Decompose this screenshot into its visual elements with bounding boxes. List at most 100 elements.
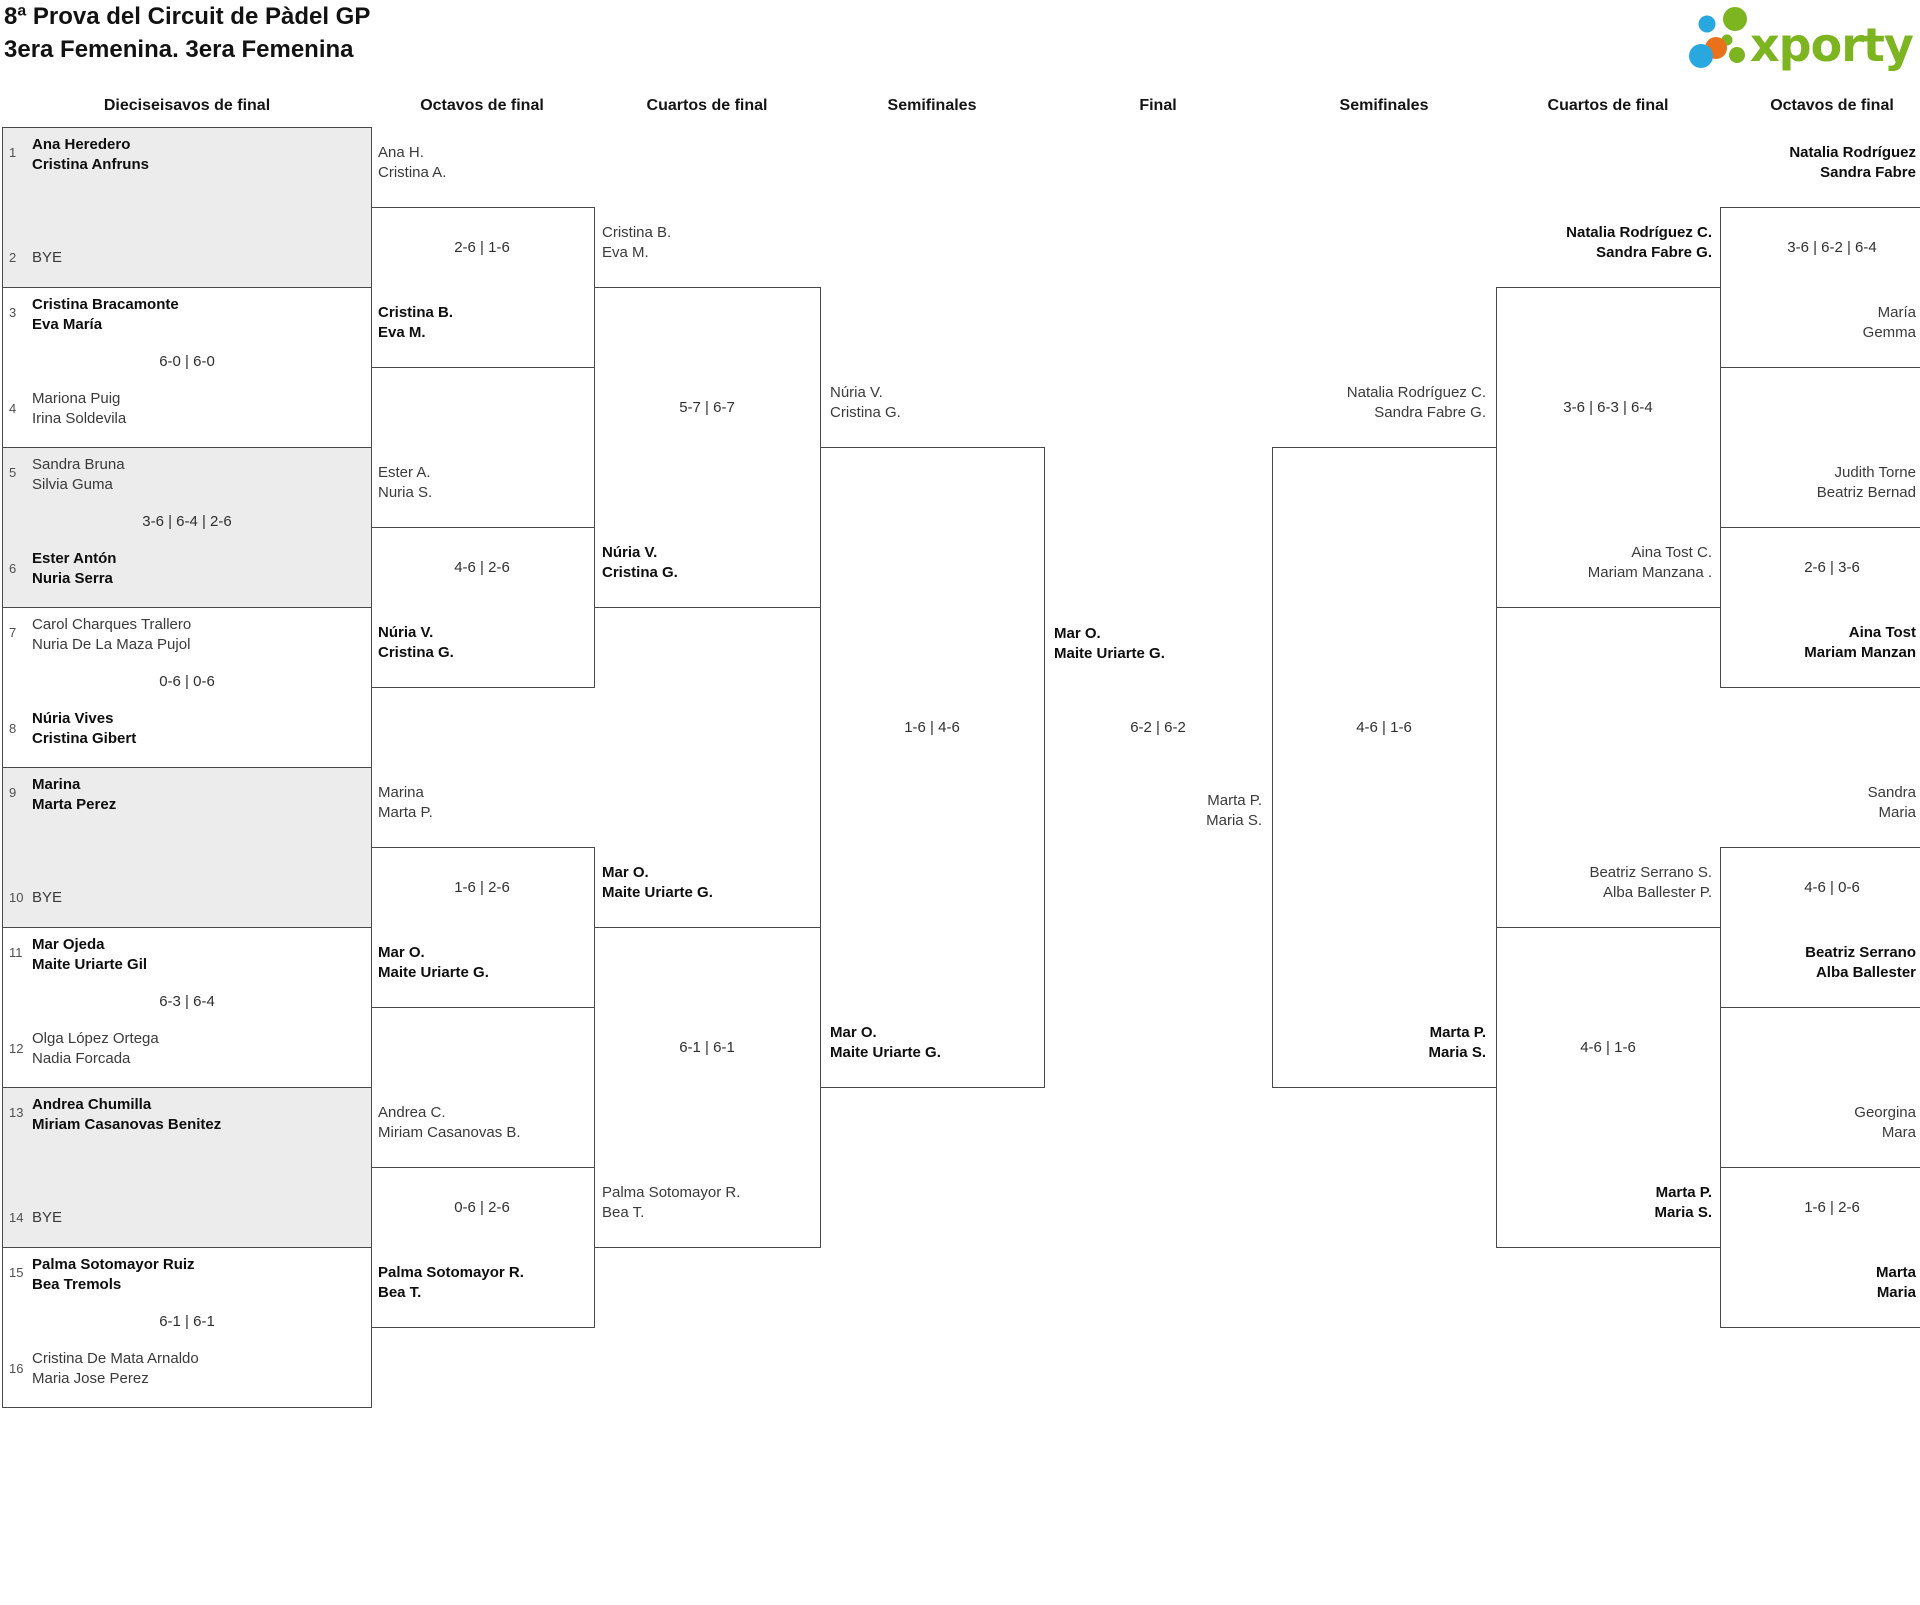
team-label: Aina Tost C. Mariam Manzana . bbox=[1587, 544, 1712, 581]
winner-label: Natalia Rodríguez Sandra Fabre bbox=[1789, 144, 1916, 181]
match-score: 2-6 | 1-6 bbox=[454, 239, 510, 256]
seed-number: 11 bbox=[9, 945, 23, 960]
match-score: 4-6 | 1-6 bbox=[1580, 1039, 1636, 1056]
match-score: 1-6 | 2-6 bbox=[454, 879, 510, 896]
winner-label: Mar O. Maite Uriarte G. bbox=[378, 944, 489, 981]
team-label: Cristina B. Eva M. bbox=[602, 224, 672, 261]
team-label: BYE bbox=[32, 249, 63, 266]
team-label: Marina Marta Perez bbox=[32, 776, 117, 813]
winner-label: Núria V. Cristina G. bbox=[602, 544, 678, 581]
winner-label: Natalia Rodríguez C. Sandra Fabre G. bbox=[1566, 224, 1712, 261]
r16-match-box[interactable] bbox=[2, 447, 372, 608]
match-score: 6-3 | 6-4 bbox=[159, 993, 215, 1010]
winner-label: Beatriz Serrano Alba Ballester bbox=[1805, 944, 1916, 981]
r8-match-box[interactable] bbox=[371, 1167, 595, 1328]
team-label: Andrea C. Miriam Casanovas B. bbox=[378, 1104, 521, 1141]
r8-match-box[interactable] bbox=[1720, 847, 1920, 1008]
team-label: Olga López Ortega Nadia Forcada bbox=[32, 1030, 159, 1067]
team-label: Palma Sotomayor Ruiz Bea Tremols bbox=[32, 1256, 195, 1293]
round-header-octavos-right: Octavos de final bbox=[1770, 97, 1894, 114]
seed-number: 10 bbox=[9, 890, 24, 905]
page-title: 8ª Prova del Circuit de Pàdel GP bbox=[4, 3, 371, 30]
round-header-semifinales-right: Semifinales bbox=[1339, 97, 1429, 114]
seed-number: 7 bbox=[9, 625, 17, 640]
winner-label: Ester Antón Nuria Serra bbox=[32, 550, 117, 587]
seed-number: 1 bbox=[9, 145, 17, 160]
round-header-cuartos-right: Cuartos de final bbox=[1547, 97, 1669, 114]
team-label: Ana Heredero Cristina Anfruns bbox=[32, 136, 149, 173]
sf-match-box[interactable] bbox=[1272, 447, 1497, 1088]
team-label: Núria V. Cristina G. bbox=[830, 384, 901, 421]
match-score: 6-2 | 6-2 bbox=[1130, 719, 1186, 736]
winner-label: Marta P. Maria S. bbox=[1654, 1184, 1712, 1221]
team-label: Palma Sotomayor R. Bea T. bbox=[602, 1184, 741, 1221]
team-label: María Gemma bbox=[1862, 304, 1916, 341]
winner-label: Mar O. Maite Uriarte G. bbox=[602, 864, 713, 901]
r16-match-box[interactable] bbox=[2, 1087, 372, 1248]
match-score: 6-1 | 6-1 bbox=[679, 1039, 735, 1056]
team-label: BYE bbox=[32, 1209, 63, 1226]
winner-label: Mar O. Maite Uriarte G. bbox=[830, 1024, 941, 1061]
team-label: BYE bbox=[32, 889, 63, 906]
logo-dot-icon bbox=[1698, 15, 1716, 33]
sf-match-box[interactable] bbox=[820, 447, 1045, 1088]
match-score: 1-6 | 2-6 bbox=[1804, 1199, 1860, 1216]
team-label: Beatriz Serrano S. Alba Ballester P. bbox=[1589, 864, 1712, 901]
match-score: 6-0 | 6-0 bbox=[159, 353, 215, 370]
team-label: Andrea Chumilla Miriam Casanovas Benitez bbox=[32, 1096, 222, 1133]
match-score: 4-6 | 0-6 bbox=[1804, 879, 1860, 896]
round-header-cuartos-left: Cuartos de final bbox=[646, 97, 768, 114]
match-score: 0-6 | 2-6 bbox=[454, 1199, 510, 1216]
match-score: 5-7 | 6-7 bbox=[679, 399, 735, 416]
team-label: Marta P. Maria S. bbox=[1206, 792, 1262, 829]
seed-number: 9 bbox=[9, 785, 17, 800]
team-label: Judith Torne Beatriz Bernad bbox=[1816, 464, 1916, 501]
team-label: Cristina De Mata Arnaldo Maria Jose Pere… bbox=[32, 1350, 199, 1387]
r8-match-box[interactable] bbox=[371, 207, 595, 368]
qf-match-box[interactable] bbox=[1496, 287, 1721, 608]
winner-label: Aina Tost Mariam Manzan bbox=[1804, 624, 1916, 661]
match-score: 6-1 | 6-1 bbox=[159, 1313, 215, 1330]
round-header-semifinales-left: Semifinales bbox=[887, 97, 977, 114]
r8-match-box[interactable] bbox=[1720, 207, 1920, 368]
match-score: 3-6 | 6-3 | 6-4 bbox=[1563, 399, 1653, 416]
team-label: Ester A. Nuria S. bbox=[378, 464, 433, 501]
r8-match-box[interactable] bbox=[1720, 527, 1920, 688]
page-subtitle: 3era Femenina. 3era Femenina bbox=[4, 36, 354, 63]
seed-number: 2 bbox=[9, 250, 17, 265]
r8-match-box[interactable] bbox=[1720, 1167, 1920, 1328]
seed-number: 3 bbox=[9, 305, 17, 320]
r8-match-box[interactable] bbox=[371, 527, 595, 688]
winner-label: Palma Sotomayor R. Bea T. bbox=[378, 1264, 524, 1301]
team-label: Carol Charques Trallero Nuria De La Maza… bbox=[32, 616, 192, 653]
team-label: Marina Marta P. bbox=[378, 784, 433, 821]
seed-number: 15 bbox=[9, 1265, 24, 1280]
logo-dot-icon bbox=[1689, 44, 1713, 68]
logo-dot-icon bbox=[1729, 47, 1745, 63]
seed-number: 8 bbox=[9, 721, 17, 736]
team-label: Ana H. Cristina A. bbox=[378, 144, 447, 181]
r16-match-box[interactable] bbox=[2, 767, 372, 928]
team-label: Cristina Bracamonte Eva María bbox=[32, 296, 179, 333]
winner-label: Marta Maria bbox=[1875, 1264, 1916, 1301]
seed-number: 5 bbox=[9, 465, 17, 480]
seed-number: 4 bbox=[9, 401, 17, 416]
r8-match-box[interactable] bbox=[371, 847, 595, 1008]
match-score: 0-6 | 0-6 bbox=[159, 673, 215, 690]
round-header-final: Final bbox=[1139, 97, 1177, 114]
match-score: 1-6 | 4-6 bbox=[904, 719, 960, 736]
match-score: 3-6 | 6-4 | 2-6 bbox=[142, 513, 232, 530]
xporty-logo: xporty bbox=[1689, 7, 1915, 72]
team-label: Sandra Maria bbox=[1867, 784, 1916, 821]
match-score: 2-6 | 3-6 bbox=[1804, 559, 1860, 576]
winner-label: Cristina B. Eva M. bbox=[378, 304, 454, 341]
winner-label: Núria Vives Cristina Gibert bbox=[32, 710, 137, 747]
team-label: Natalia Rodríguez C. Sandra Fabre G. bbox=[1346, 384, 1486, 421]
qf-match-box[interactable] bbox=[1496, 927, 1721, 1248]
r16-match-box[interactable] bbox=[2, 127, 372, 288]
logo-text: xporty bbox=[1750, 18, 1914, 72]
winner-label: Núria V. Cristina G. bbox=[378, 624, 454, 661]
winner-label: Marta P. Maria S. bbox=[1428, 1024, 1486, 1061]
match-score: 3-6 | 6-2 | 6-4 bbox=[1787, 239, 1877, 256]
round-header-octavos-left: Octavos de final bbox=[420, 97, 544, 114]
